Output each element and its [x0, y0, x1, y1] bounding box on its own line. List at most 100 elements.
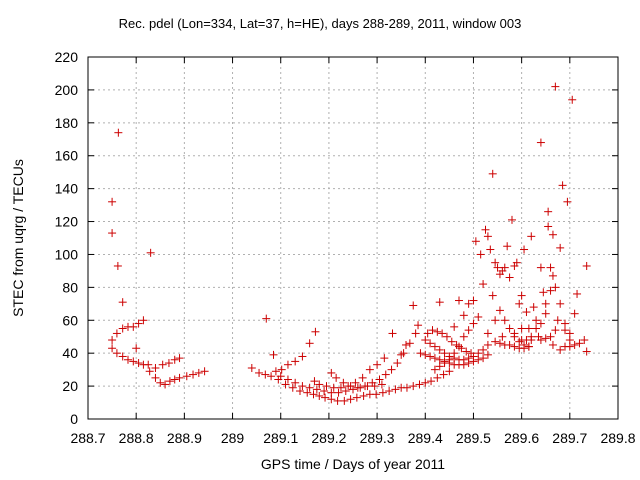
data-point: [479, 345, 488, 354]
data-point: [334, 388, 343, 397]
y-tick-label: 120: [55, 214, 79, 230]
data-point: [175, 373, 184, 382]
data-point: [372, 390, 381, 399]
x-tick-label: 289.7: [552, 430, 587, 446]
data-point: [459, 332, 468, 341]
data-point: [488, 169, 497, 178]
data-point: [553, 316, 562, 325]
data-point: [288, 383, 297, 392]
data-point: [351, 378, 360, 387]
y-axis-label: STEC from uqrg / TECUs: [10, 159, 26, 317]
data-point: [491, 337, 500, 346]
data-point: [132, 344, 141, 353]
data-point: [481, 225, 490, 234]
x-tick-label: 289.1: [263, 430, 298, 446]
data-point: [544, 222, 553, 231]
data-point: [556, 299, 565, 308]
data-point: [385, 387, 394, 396]
data-point: [548, 271, 557, 280]
data-point: [421, 336, 430, 345]
data-point: [333, 396, 342, 405]
x-tick-label: 289.4: [408, 430, 443, 446]
plot-frame: [87, 56, 619, 420]
data-point: [381, 370, 390, 379]
data-point: [517, 336, 526, 345]
data-point: [582, 261, 591, 270]
data-point: [438, 329, 447, 338]
data-point: [423, 329, 432, 338]
data-point: [391, 385, 400, 394]
data-point: [411, 329, 420, 338]
data-point: [433, 373, 442, 382]
y-tick-label: 200: [55, 82, 79, 98]
data-point: [409, 301, 418, 310]
data-point: [524, 324, 533, 333]
data-point: [505, 324, 514, 333]
data-point: [474, 312, 483, 321]
data-point: [261, 370, 270, 379]
data-point: [541, 299, 550, 308]
data-point: [563, 197, 572, 206]
data-point: [415, 380, 424, 389]
data-point: [455, 342, 463, 351]
data-point: [582, 347, 591, 356]
data-point: [430, 354, 439, 363]
data-point: [544, 207, 553, 216]
data-point: [402, 383, 411, 392]
data-point: [346, 395, 355, 404]
data-point: [546, 263, 555, 272]
data-point: [447, 337, 456, 346]
data-point: [464, 299, 473, 308]
data-point: [522, 308, 531, 317]
data-point: [161, 380, 170, 389]
data-point: [291, 357, 300, 366]
data-point: [158, 360, 167, 369]
y-tick-labels: 0 20 40 60 80 100 120 140 160 180 200 220: [55, 49, 79, 427]
data-point: [329, 383, 338, 392]
data-point: [570, 309, 579, 318]
data-point: [247, 363, 256, 372]
data-point: [440, 349, 449, 358]
y-tick-label: 60: [62, 312, 78, 328]
data-point: [505, 340, 514, 349]
data-point: [113, 261, 122, 270]
data-point: [108, 197, 117, 206]
data-point: [189, 370, 198, 379]
data-point: [269, 350, 278, 359]
data-point: [510, 342, 519, 351]
data-point: [450, 349, 459, 358]
data-point: [459, 311, 468, 320]
data-point: [442, 332, 451, 341]
data-point: [361, 382, 370, 391]
data-point: [551, 326, 560, 335]
data-point: [312, 385, 321, 394]
data-point: [393, 359, 402, 368]
data-point: [474, 349, 483, 358]
data-point: [515, 299, 524, 308]
data-point: [200, 367, 209, 376]
data-point: [108, 336, 117, 345]
data-point: [495, 306, 504, 315]
data-point: [536, 138, 545, 147]
data-point: [320, 387, 329, 396]
data-point: [476, 250, 485, 259]
data-point: [464, 326, 473, 335]
data-point: [479, 354, 488, 363]
data-point: [365, 365, 374, 374]
data-point: [315, 380, 324, 389]
data-point: [517, 291, 526, 300]
x-tick-label: 289.2: [311, 430, 346, 446]
x-tick-label: 288.8: [119, 430, 154, 446]
data-point: [164, 359, 173, 368]
data-point: [332, 373, 341, 382]
y-tick-label: 100: [55, 246, 79, 262]
data-point: [388, 329, 397, 338]
data-point: [129, 357, 138, 366]
x-tick-label: 289: [221, 430, 245, 446]
data-point: [170, 375, 179, 384]
x-axis-label: GPS time / Days of year 2011: [260, 456, 446, 472]
data-point: [298, 352, 307, 361]
grid-lines: [88, 57, 618, 419]
data-point: [536, 336, 545, 345]
